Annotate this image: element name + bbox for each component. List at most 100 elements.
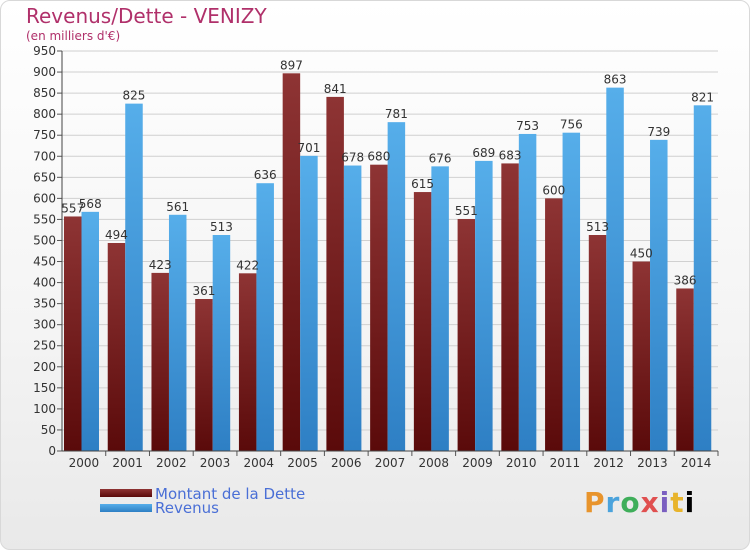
- revenue-bar: [693, 105, 712, 451]
- debt-bar: [545, 198, 563, 451]
- y-tick-label: 300: [33, 318, 56, 332]
- debt-bar-value-label: 386: [674, 273, 697, 287]
- x-tick-label: 2006: [331, 456, 362, 470]
- debt-bar-value-label: 450: [630, 247, 653, 261]
- y-tick-label: 500: [33, 233, 56, 247]
- x-tick-label: 2003: [200, 456, 231, 470]
- debt-bar-value-label: 422: [236, 258, 259, 272]
- revenue-bar-value-label: 689: [472, 146, 495, 160]
- debt-bar: [64, 216, 82, 451]
- debt-bar-value-label: 680: [367, 150, 390, 164]
- x-tick-label: 2014: [681, 456, 712, 470]
- y-tick-label: 100: [33, 402, 56, 416]
- debt-bar-value-label: 423: [149, 258, 172, 272]
- revenue-bar-value-label: 781: [385, 107, 408, 121]
- chart-title: Revenus/Dette - VENIZY: [26, 4, 267, 28]
- revenue-bar: [431, 166, 449, 452]
- debt-bar-value-label: 615: [411, 177, 434, 191]
- x-tick-label: 2002: [156, 456, 187, 470]
- y-tick-label: 950: [33, 44, 56, 58]
- debt-bar-value-label: 600: [542, 183, 565, 197]
- legend-label-revenue: Revenus: [155, 499, 219, 517]
- revenue-bar-value-label: 821: [691, 90, 714, 104]
- x-tick-label: 2009: [462, 456, 493, 470]
- debt-bar: [588, 235, 607, 451]
- x-tick-label: 2000: [69, 456, 100, 470]
- revenue-bar-value-label: 825: [123, 89, 146, 103]
- y-tick-label: 750: [33, 128, 56, 142]
- debt-bar-value-label: 494: [105, 228, 128, 242]
- debt-bar-value-label: 513: [586, 220, 609, 234]
- debt-bar: [501, 163, 519, 451]
- y-tick-label: 0: [48, 444, 56, 458]
- revenue-bar-value-label: 756: [560, 118, 583, 132]
- y-tick-label: 450: [33, 255, 56, 269]
- revenue-bar-value-label: 513: [210, 220, 233, 234]
- debt-bar: [195, 299, 213, 451]
- debt-bar: [632, 261, 651, 451]
- y-tick-label: 900: [33, 65, 56, 79]
- debt-bar: [370, 164, 388, 451]
- legend-swatch-revenue: [100, 504, 152, 512]
- y-tick-label: 550: [33, 212, 56, 226]
- y-tick-label: 600: [33, 191, 56, 205]
- revenue-bar: [125, 103, 143, 451]
- revenue-bar: [650, 139, 668, 451]
- legend-swatch-debt: [100, 489, 152, 497]
- revenue-bar-value-label: 701: [297, 141, 320, 155]
- revenue-bar-value-label: 561: [166, 200, 189, 214]
- debt-bar: [326, 96, 344, 451]
- revenue-bar: [475, 160, 493, 452]
- debt-bar-value-label: 683: [499, 148, 522, 162]
- debt-bar: [457, 219, 476, 451]
- revenue-bar-value-label: 636: [254, 168, 277, 182]
- x-tick-label: 2011: [550, 456, 581, 470]
- revenue-bar: [562, 132, 581, 451]
- y-tick-label: 350: [33, 297, 56, 311]
- x-tick-label: 2013: [637, 456, 668, 470]
- debt-bar-value-label: 361: [192, 284, 215, 298]
- revenue-bar-value-label: 568: [79, 197, 102, 211]
- legend-label-debt: Montant de la Dette: [155, 485, 306, 503]
- debt-bar: [151, 272, 169, 451]
- revenue-bar: [256, 183, 274, 452]
- x-tick-label: 2004: [244, 456, 275, 470]
- debt-bar: [238, 273, 257, 451]
- revenue-bar: [606, 87, 624, 451]
- y-tick-label: 400: [33, 276, 56, 290]
- debt-bar: [107, 243, 126, 451]
- x-tick-label: 2001: [112, 456, 143, 470]
- chart-subtitle: (en milliers d'€): [26, 29, 121, 43]
- revenue-bar: [168, 214, 187, 451]
- revenue-bar-value-label: 753: [516, 119, 539, 133]
- y-tick-label: 200: [33, 360, 56, 374]
- x-tick-label: 2008: [418, 456, 449, 470]
- debt-bar-value-label: 897: [280, 58, 303, 72]
- y-tick-label: 800: [33, 107, 56, 121]
- y-tick-label: 150: [33, 381, 56, 395]
- debt-bar-value-label: 557: [61, 201, 84, 215]
- y-tick-label: 50: [41, 423, 56, 437]
- y-tick-label: 250: [33, 339, 56, 353]
- revenue-bar: [300, 155, 318, 451]
- debt-bar-value-label: 841: [324, 82, 347, 96]
- y-tick-label: 700: [33, 149, 56, 163]
- debt-bar: [676, 288, 694, 451]
- revenue-bar-value-label: 739: [647, 125, 670, 139]
- revenue-bar: [212, 235, 231, 451]
- proxiti-logo: Proxiti: [584, 486, 696, 519]
- revenue-bar: [518, 133, 537, 451]
- x-tick-label: 2005: [287, 456, 318, 470]
- revenue-bar-value-label: 863: [604, 73, 627, 87]
- debt-bar: [282, 73, 301, 451]
- y-tick-label: 850: [33, 86, 56, 100]
- x-tick-label: 2012: [593, 456, 624, 470]
- x-tick-label: 2010: [506, 456, 537, 470]
- revenue-bar: [343, 165, 362, 452]
- revenue-bar: [81, 211, 99, 451]
- revenue-bar-value-label: 678: [341, 151, 364, 165]
- revenue-bar-value-label: 676: [429, 151, 452, 165]
- debt-bar: [413, 192, 432, 452]
- revenue-bar: [387, 122, 406, 451]
